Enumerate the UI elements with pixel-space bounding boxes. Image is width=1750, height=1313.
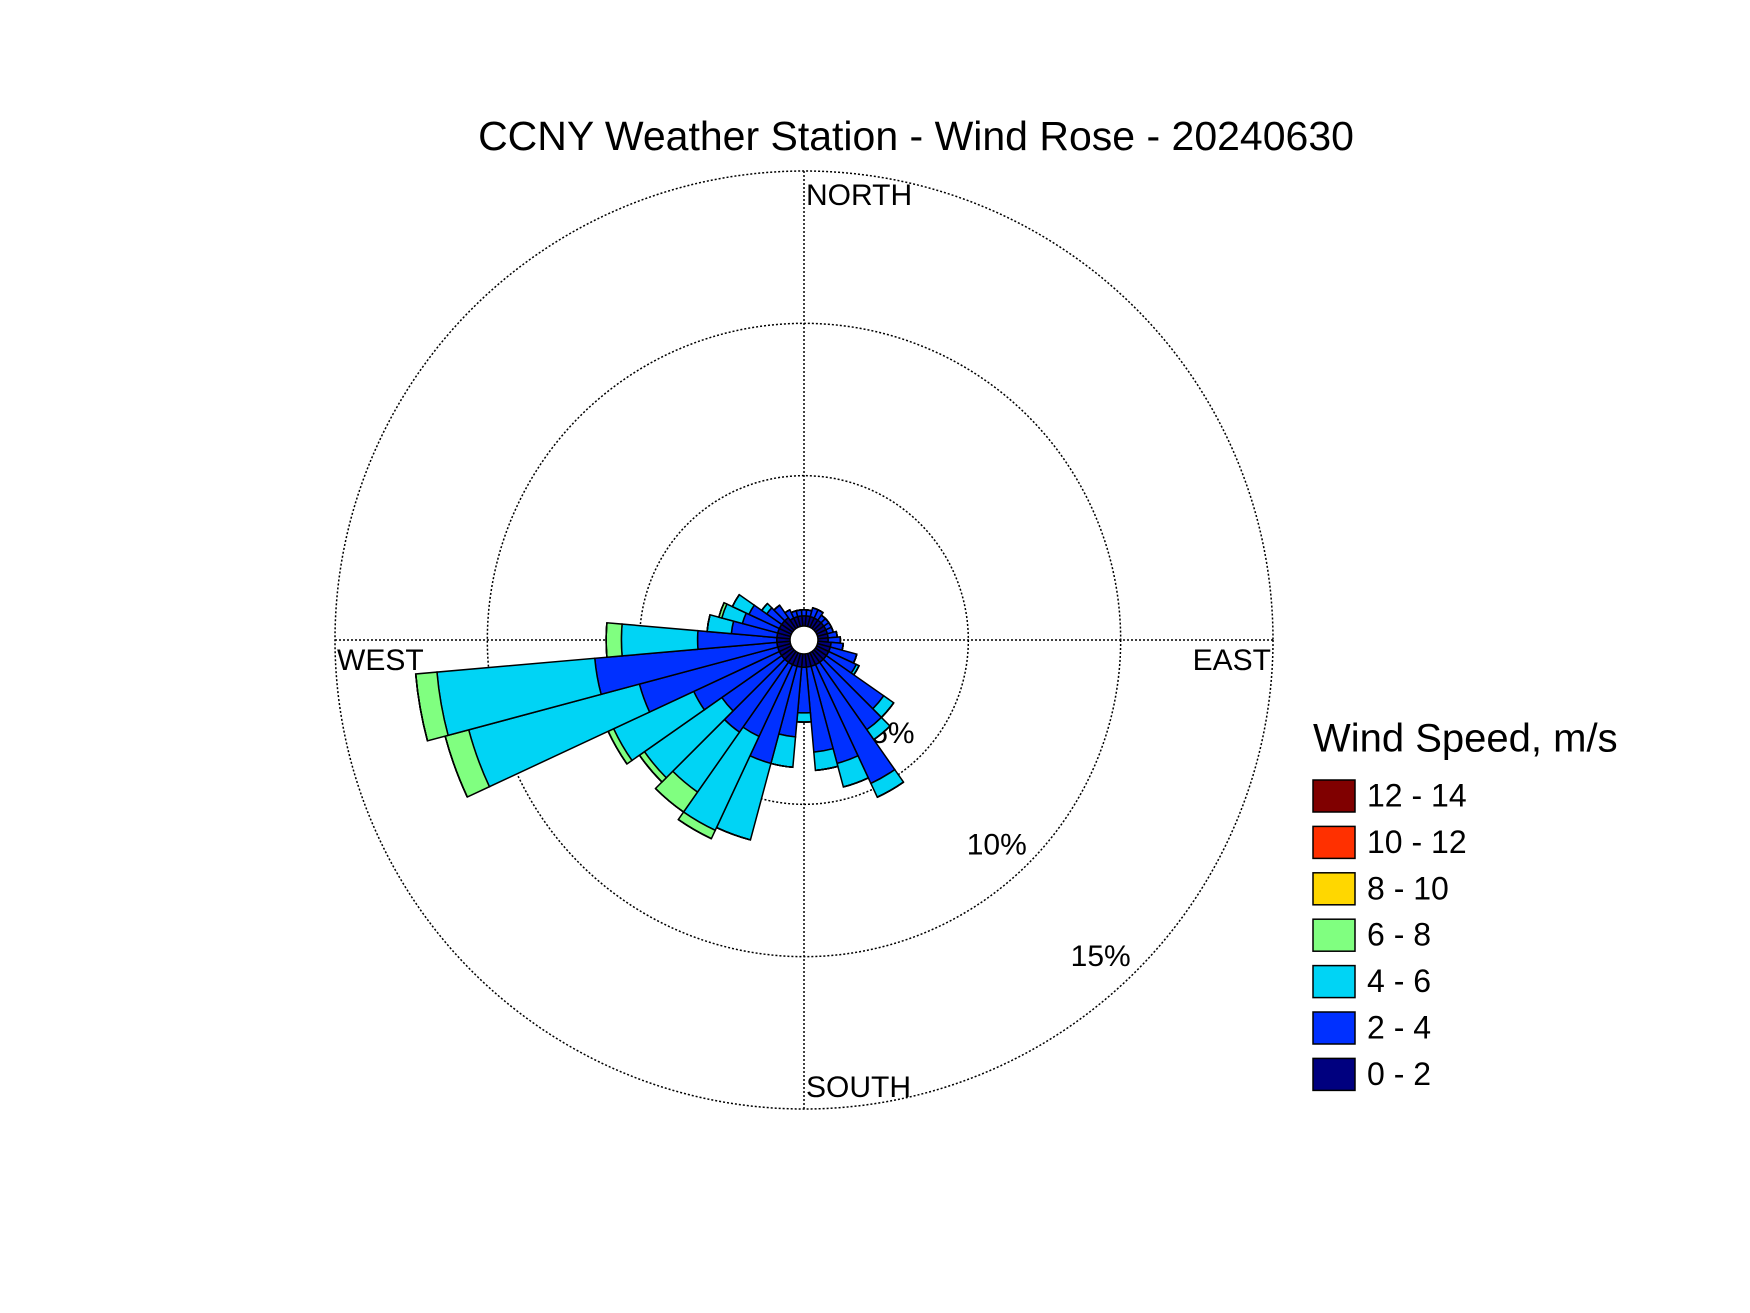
- grid-circle: [334, 170, 1274, 1110]
- wind-segment: [815, 765, 839, 772]
- legend-swatch: [1312, 918, 1356, 952]
- direction-label: EAST: [1193, 644, 1271, 677]
- r-tick-label: 15%: [1071, 940, 1131, 973]
- legend-swatch: [1312, 872, 1356, 906]
- wind-segment: [605, 622, 608, 658]
- legend-label: 8 - 10: [1367, 870, 1449, 906]
- legend-label: 0 - 2: [1367, 1056, 1431, 1092]
- legend-label: 10 - 12: [1367, 824, 1467, 860]
- center-hole: [789, 625, 819, 655]
- wind-segment: [796, 711, 812, 723]
- direction-label: SOUTH: [806, 1071, 911, 1104]
- wind-segment: [795, 609, 802, 612]
- r-tick-label: 10%: [967, 829, 1027, 862]
- legend-swatch: [1312, 1057, 1356, 1092]
- grid-circle: [486, 322, 1122, 958]
- wind-segment: [761, 602, 769, 611]
- legend-swatch: [1312, 825, 1356, 860]
- legend-swatch: [1312, 779, 1356, 813]
- wind-segment: [876, 781, 904, 798]
- wind-segment: [654, 787, 684, 813]
- direction-label: NORTH: [806, 179, 912, 212]
- legend-swatch: [1312, 1011, 1356, 1045]
- legend-label: 2 - 4: [1367, 1009, 1431, 1045]
- wind-segment: [605, 621, 623, 659]
- wind-segment: [806, 609, 813, 612]
- legend-label: 4 - 6: [1367, 963, 1431, 999]
- legend-title: Wind Speed, m/s: [1313, 717, 1618, 761]
- wind-segment: [817, 609, 824, 614]
- chart-title: CCNY Weather Station - Wind Rose - 20240…: [478, 113, 1354, 159]
- legend-label: 12 - 14: [1367, 777, 1467, 813]
- legend-swatch: [1312, 964, 1356, 999]
- legend-label: 6 - 8: [1367, 917, 1431, 953]
- direction-label: WEST: [337, 644, 424, 677]
